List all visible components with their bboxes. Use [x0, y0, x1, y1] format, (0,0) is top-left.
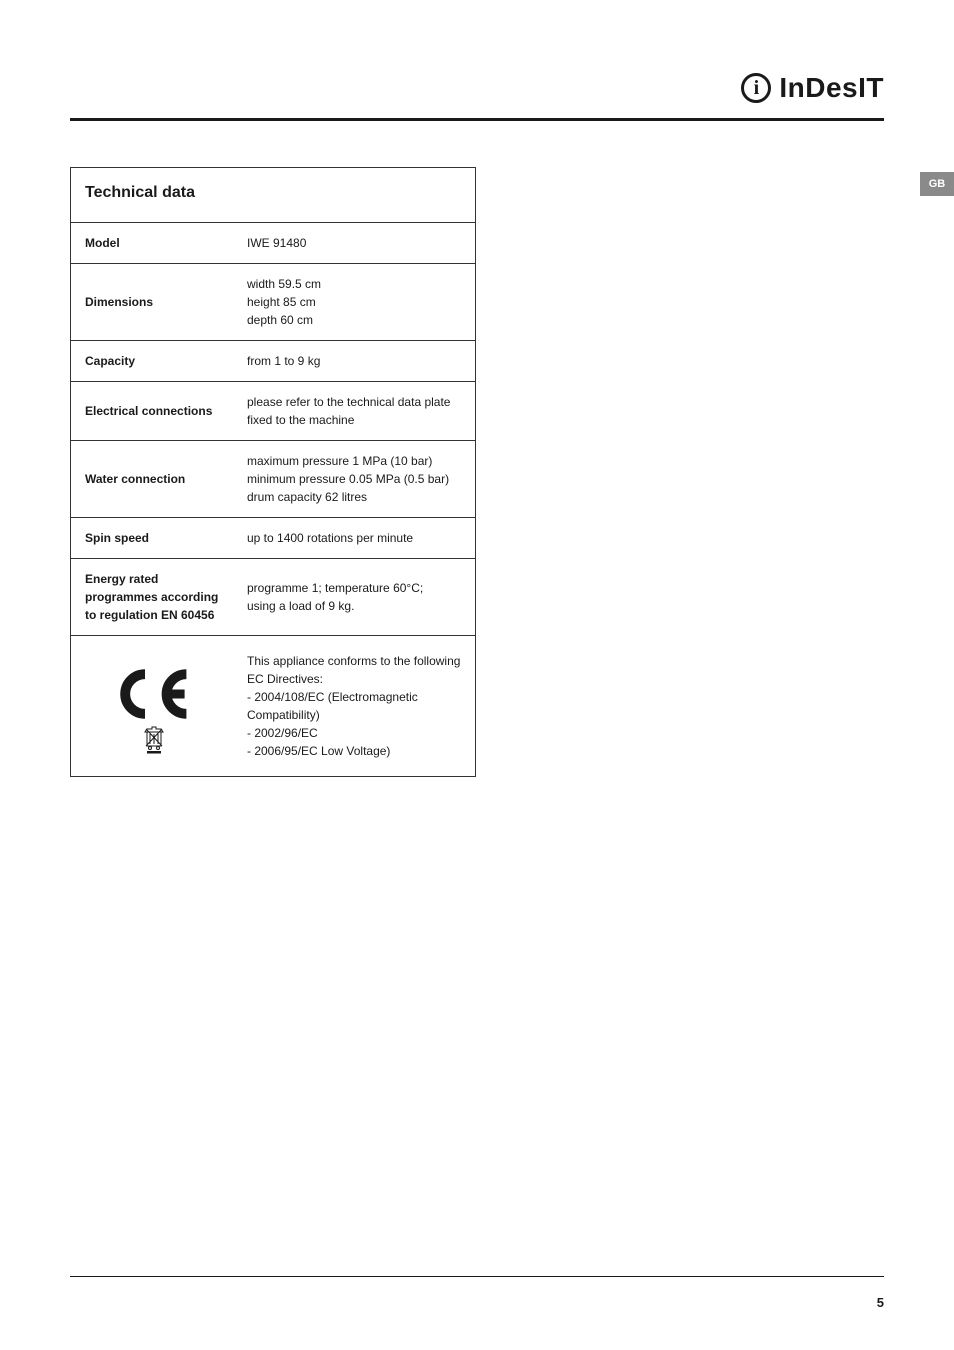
row-label: Spin speed	[71, 518, 234, 559]
row-label: Model	[71, 223, 234, 264]
ce-mark-cell	[71, 636, 234, 777]
language-code: GB	[929, 178, 946, 190]
row-value: please refer to the technical data plate…	[233, 382, 476, 441]
brand-ring-icon: i	[741, 73, 771, 103]
row-label: Dimensions	[71, 264, 234, 341]
table-row: Electrical connections please refer to t…	[71, 382, 476, 441]
table-title: Technical data	[71, 168, 476, 223]
header-rule	[70, 118, 884, 121]
weee-bin-icon	[143, 726, 165, 754]
row-label: Energy rated programmes according to reg…	[71, 559, 234, 636]
row-value: maximum pressure 1 MPa (10 bar) minimum …	[233, 441, 476, 518]
conformity-text: This appliance conforms to the following…	[233, 636, 476, 777]
footer-rule	[70, 1276, 884, 1277]
row-value: IWE 91480	[233, 223, 476, 264]
table-row: Water connection maximum pressure 1 MPa …	[71, 441, 476, 518]
row-value: width 59.5 cm height 85 cm depth 60 cm	[233, 264, 476, 341]
table-row: Spin speed up to 1400 rotations per minu…	[71, 518, 476, 559]
row-value: up to 1400 rotations per minute	[233, 518, 476, 559]
brand-ring-letter: i	[754, 78, 760, 98]
table-row: Dimensions width 59.5 cm height 85 cm de…	[71, 264, 476, 341]
ce-mark-icon	[109, 664, 199, 724]
brand-wordmark: InDesIT	[779, 72, 884, 104]
page-footer: 5	[70, 1276, 884, 1310]
table-row: Energy rated programmes according to reg…	[71, 559, 476, 636]
brand-logo: i InDesIT	[741, 72, 884, 104]
row-label: Electrical connections	[71, 382, 234, 441]
language-tab: GB	[920, 172, 954, 196]
row-value: from 1 to 9 kg	[233, 341, 476, 382]
row-label: Capacity	[71, 341, 234, 382]
technical-data-table: Technical data Model IWE 91480 Dimension…	[70, 167, 476, 777]
brand-header: i InDesIT	[70, 72, 884, 104]
row-label: Water connection	[71, 441, 234, 518]
table-row: Capacity from 1 to 9 kg	[71, 341, 476, 382]
table-row: Model IWE 91480	[71, 223, 476, 264]
table-row: This appliance conforms to the following…	[71, 636, 476, 777]
row-value: programme 1; temperature 60°C; using a l…	[233, 559, 476, 636]
page-number: 5	[70, 1295, 884, 1310]
